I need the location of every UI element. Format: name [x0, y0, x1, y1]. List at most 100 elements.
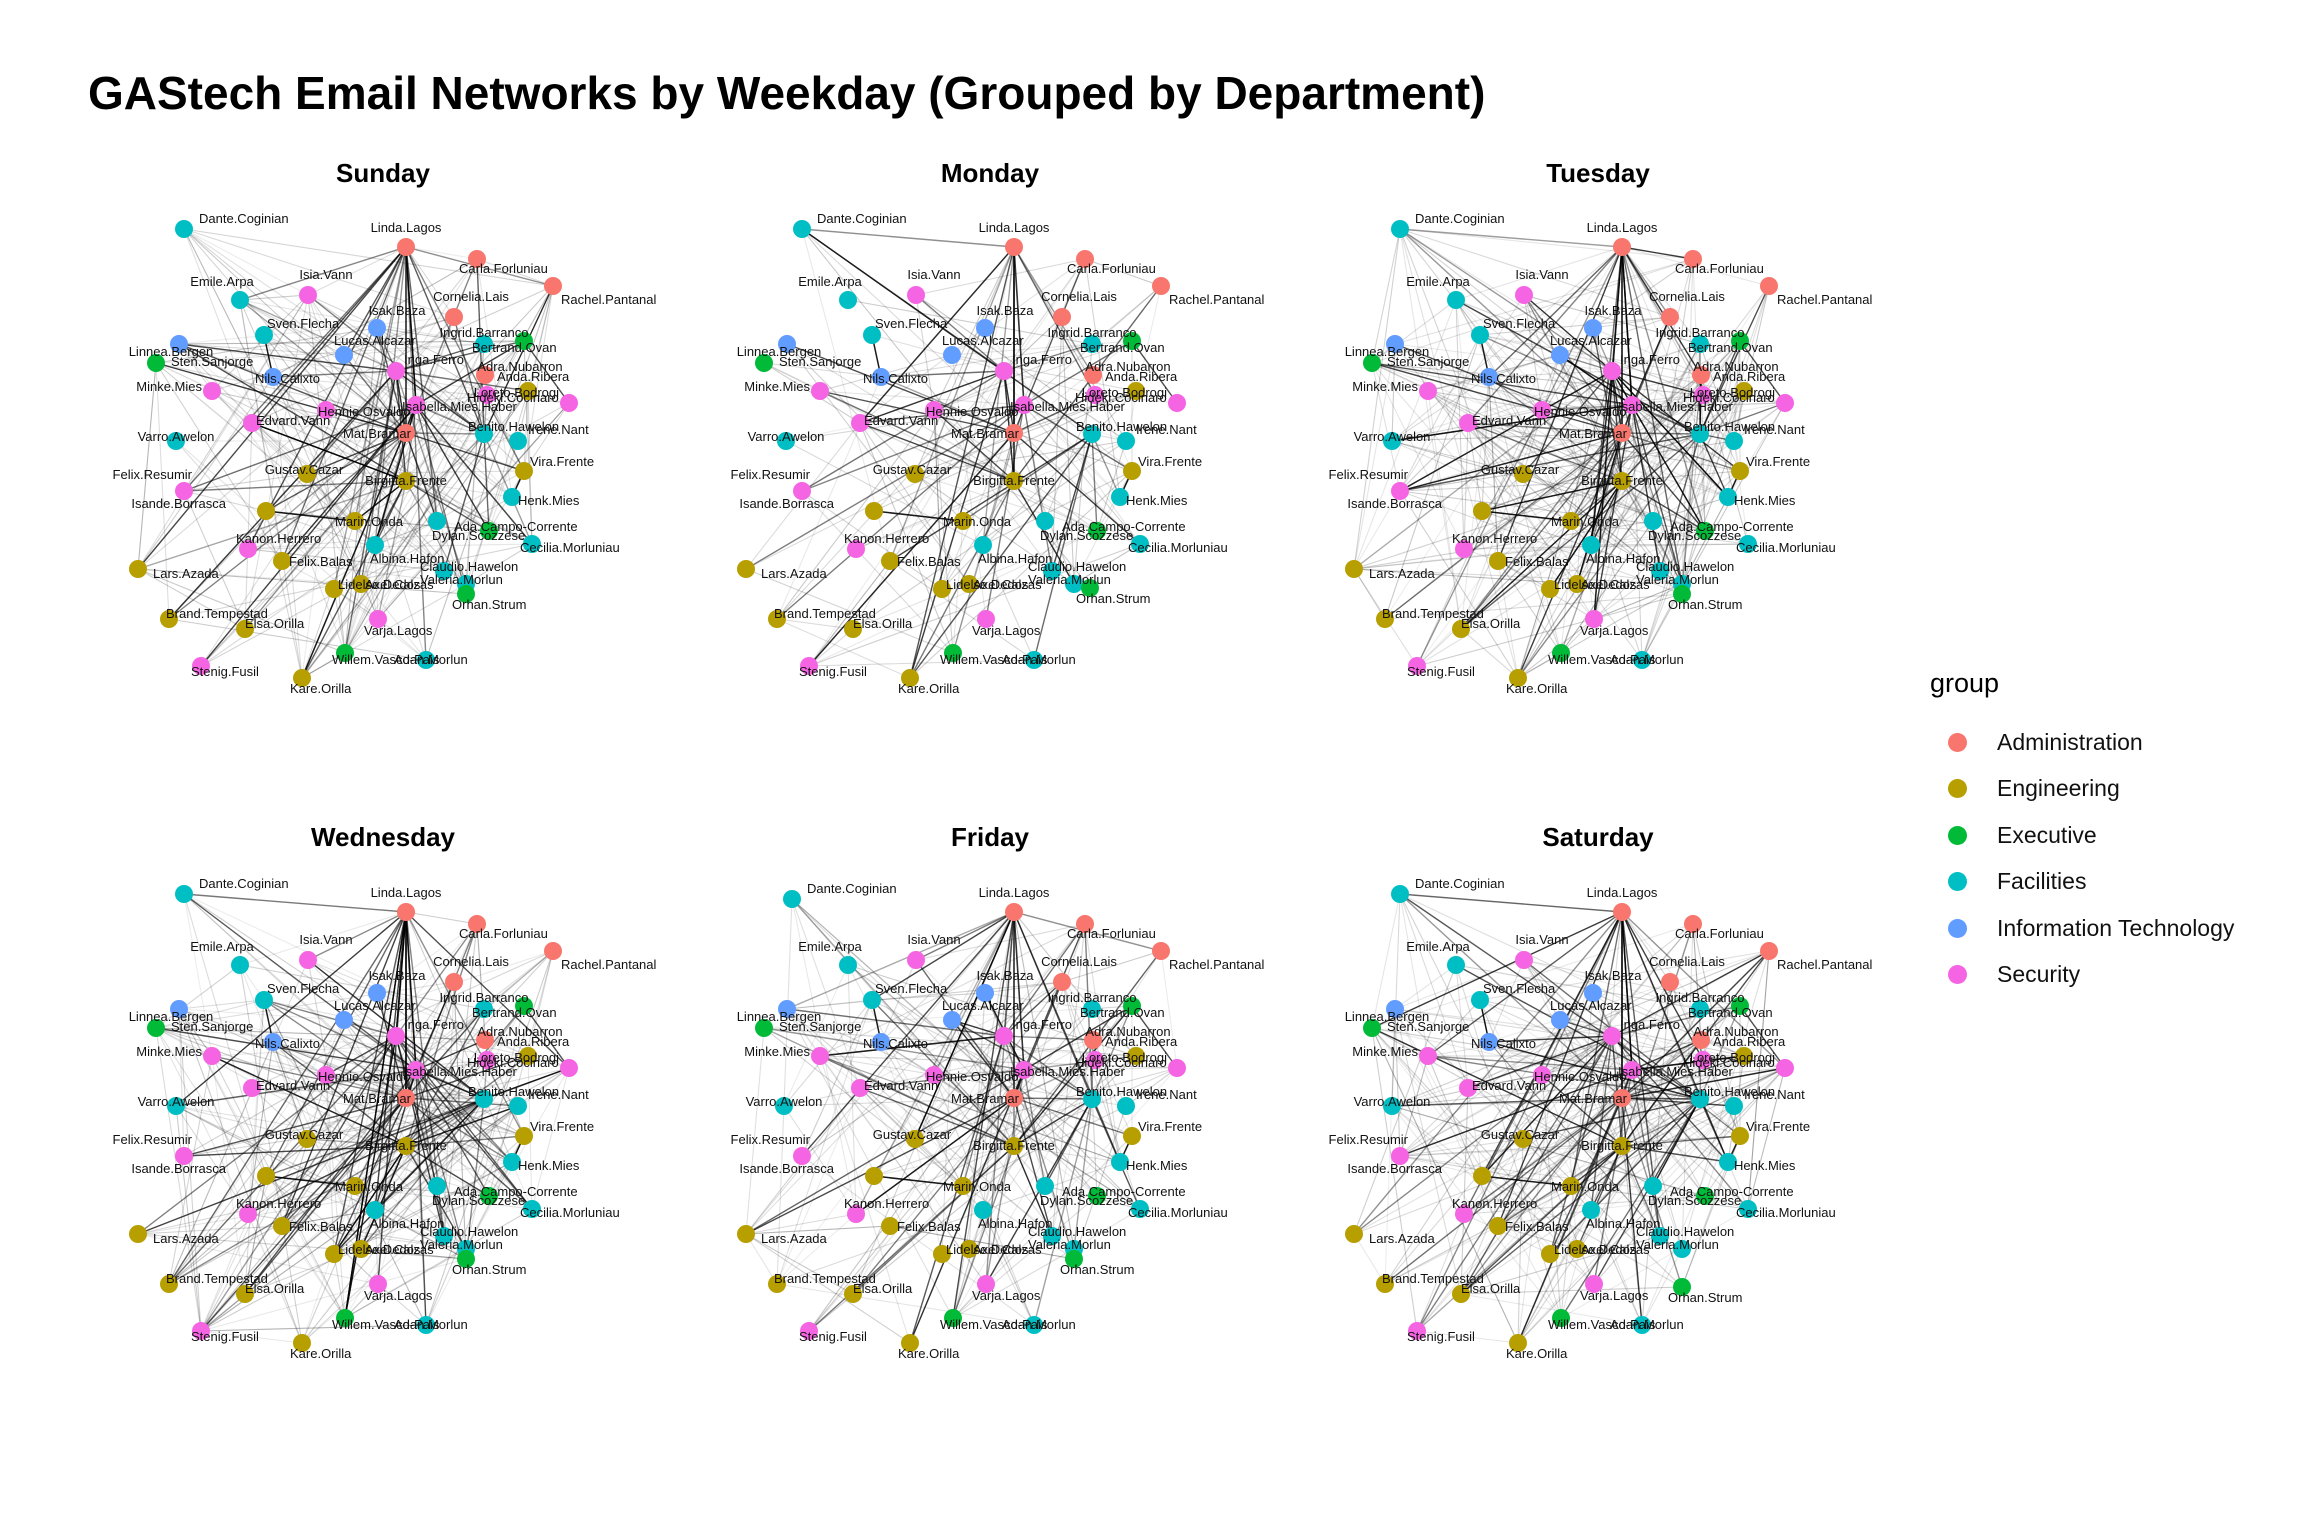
node-label: Ingrid.Barranco: [1048, 990, 1137, 1005]
node: [175, 1147, 193, 1165]
node: [1613, 424, 1631, 442]
edge: [415, 404, 533, 545]
node-label: Ingrid.Barranco: [1048, 325, 1137, 340]
edge: [244, 343, 485, 630]
node-label: Dylan.Scozzese: [1648, 528, 1741, 543]
edge: [1522, 1069, 1633, 1140]
edge: [1460, 376, 1490, 630]
edge: [1013, 340, 1133, 434]
node: [1644, 512, 1662, 530]
edge: [168, 1067, 570, 1285]
node-label: Varro.Awelon: [138, 429, 215, 444]
node: [1694, 386, 1712, 404]
edge: [1013, 390, 1137, 434]
node-label: Dylan.Scozzese: [1040, 1193, 1133, 1208]
node-label: Brand.Tempestad: [774, 606, 876, 621]
edge: [1394, 343, 1729, 498]
edge: [1023, 404, 1127, 442]
edge: [1023, 340, 1133, 406]
edge: [952, 1248, 1075, 1319]
node-label: Henk.Mies: [518, 1158, 580, 1173]
edge: [1621, 432, 1701, 435]
edge: [137, 1233, 467, 1260]
edge: [211, 1055, 346, 1319]
node-label: Hennie.Osvaldo: [318, 404, 411, 419]
node: [160, 610, 178, 628]
edge: [763, 362, 882, 378]
edge: [281, 1209, 376, 1227]
edge: [776, 370, 1005, 620]
edge: [1522, 370, 1613, 475]
node-label: Benito.Hawelon: [1076, 1084, 1167, 1099]
node: [366, 1201, 384, 1219]
node: [1386, 1000, 1404, 1018]
node: [1661, 973, 1679, 991]
edge: [1399, 228, 1562, 654]
edge: [786, 343, 964, 522]
edge: [405, 480, 467, 595]
node-label: Emile.Arpa: [190, 274, 254, 289]
node-label: Dante.Coginian: [1415, 876, 1505, 891]
edge: [855, 1097, 1015, 1215]
node: [1731, 997, 1749, 1015]
edge: [178, 343, 407, 434]
edge: [1353, 1233, 1386, 1285]
node-label: Isia.Vann: [907, 932, 960, 947]
edge: [1384, 1067, 1786, 1285]
edges: [137, 228, 570, 679]
edge: [1371, 1027, 1623, 1147]
edge: [1590, 390, 1745, 546]
edge: [1023, 404, 1053, 572]
edge: [527, 285, 554, 392]
node-label: Isak.Baza: [976, 968, 1034, 983]
node-label: Rachel.Pantanal: [1777, 957, 1873, 972]
edge: [395, 1035, 445, 1237]
edge: [915, 294, 935, 411]
node-label: Albina.Hafon: [978, 551, 1052, 566]
node: [1086, 1051, 1104, 1069]
node-label: Hennie.Osvaldo: [1534, 1069, 1627, 1084]
node: [1673, 1278, 1691, 1296]
node-label: Inga.Ferro: [1012, 352, 1072, 367]
edge: [1523, 294, 1683, 585]
edge: [178, 1008, 213, 1057]
edge: [239, 299, 303, 679]
node: [954, 1177, 972, 1195]
edge: [325, 409, 407, 434]
edge: [1592, 992, 1735, 1107]
node-label: Birgitta.Frente: [365, 473, 447, 488]
edge: [1517, 1019, 1561, 1344]
node-label: Claudio.Hawelon: [420, 559, 518, 574]
node: [560, 394, 578, 412]
node-label: Edvard.Vann: [864, 1078, 938, 1093]
edge: [745, 1027, 765, 1235]
node-label: Valeria.Morlun: [420, 1237, 503, 1252]
node: [755, 1019, 773, 1037]
node-label: Minke.Mies: [1352, 379, 1418, 394]
node: [1691, 1000, 1709, 1018]
edge: [1061, 950, 1162, 983]
edge: [1013, 1145, 1121, 1163]
edge: [1399, 390, 1745, 492]
edge: [1517, 433, 1701, 679]
edge: [155, 1027, 346, 1319]
edge: [1681, 433, 1701, 585]
node: [480, 522, 498, 540]
node-label: Stenig.Fusil: [799, 1329, 867, 1344]
node: [839, 956, 857, 974]
node-label: Lars.Azada: [1369, 1231, 1436, 1246]
node-label: Orhan.Strum: [452, 597, 526, 612]
edge: [137, 568, 246, 630]
edge: [376, 327, 407, 482]
edge: [405, 1097, 533, 1210]
node: [775, 1097, 793, 1115]
edge: [791, 898, 1015, 1099]
node-label: Adan.Morlun: [1002, 652, 1076, 667]
node-label: Benito.Hawelon: [1076, 419, 1167, 434]
edge: [1570, 340, 1741, 522]
node-label: Sten.Sanjorge: [1387, 354, 1469, 369]
node: [1083, 1090, 1101, 1108]
node: [1065, 1250, 1083, 1268]
edge: [1652, 470, 1741, 522]
edge: [1013, 911, 1093, 1010]
